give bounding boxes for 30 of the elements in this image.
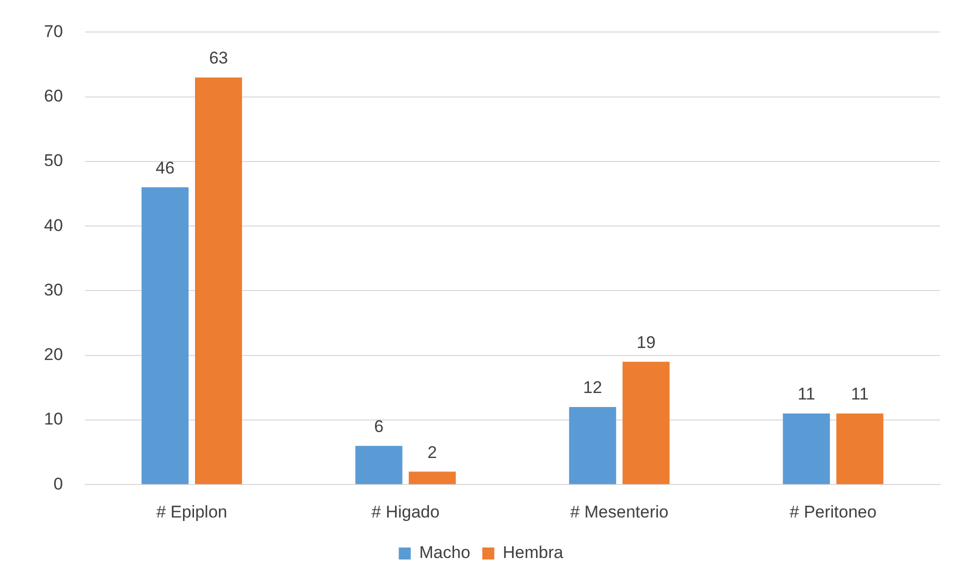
legend-label: Macho [419,543,470,562]
bar [782,414,830,484]
y-tick-label: 60 [44,86,63,106]
y-tick-label: 70 [44,22,63,41]
y-tick-label: 0 [53,474,63,494]
y-tick-label: 50 [44,151,63,170]
bar [408,472,456,484]
x-tick-label: # Epiplon [156,502,228,522]
data-label: 12 [583,378,602,398]
data-label: 6 [374,417,384,436]
legend-label: Hembra [502,543,564,562]
bar [836,414,884,484]
y-tick-label: 40 [44,216,63,235]
y-tick-label: 10 [44,410,63,429]
bar [622,362,670,484]
data-label: 19 [636,332,656,352]
data-label: 11 [851,384,869,404]
y-tick-label: 30 [44,280,63,300]
bar [355,446,402,484]
data-label: 46 [156,158,175,178]
data-label: 2 [428,442,438,462]
x-tick-label: # Peritoneo [790,502,877,522]
x-tick-label: # Mesenterio [570,502,668,522]
bar [142,187,189,484]
data-label: 11 [798,384,816,404]
x-tick-label: # Higado [372,502,440,522]
bar [195,77,242,484]
data-label: 63 [209,48,228,68]
bar [569,407,616,484]
y-tick-label: 20 [44,345,63,364]
